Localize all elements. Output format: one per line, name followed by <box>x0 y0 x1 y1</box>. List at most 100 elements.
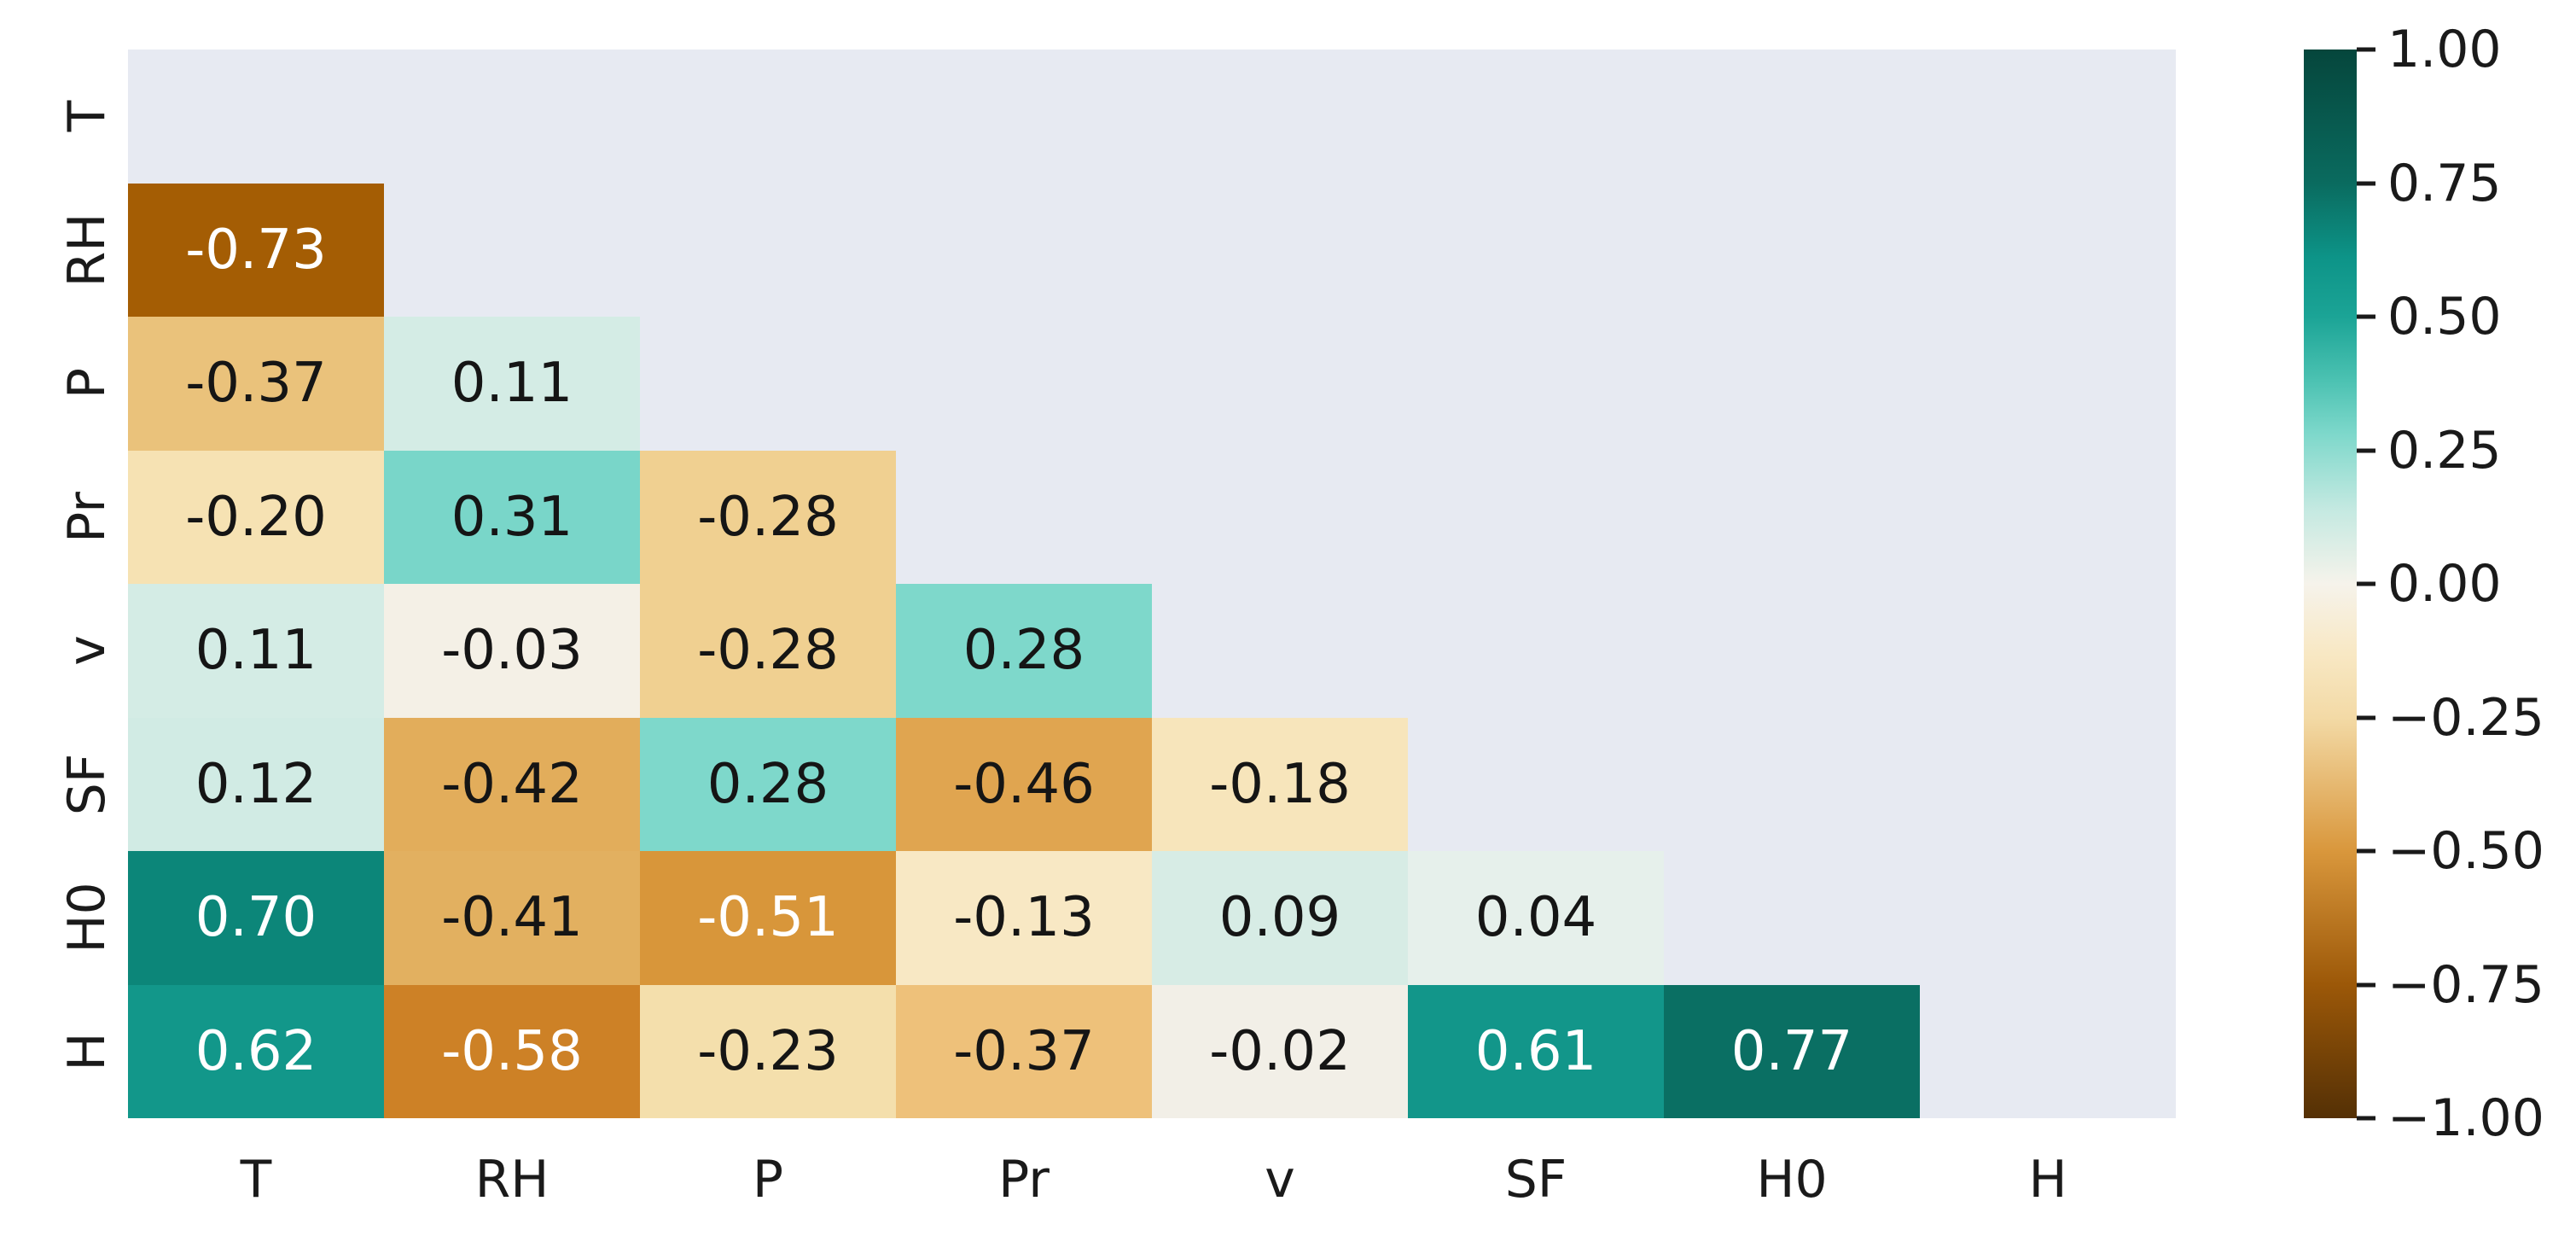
heatmap-masked-cell <box>1152 183 1408 317</box>
x-tick-label: P <box>752 1150 784 1210</box>
heatmap-masked-cell <box>1152 317 1408 451</box>
heatmap-masked-cell <box>1408 183 1664 317</box>
heatmap-cell: -0.46 <box>896 717 1152 851</box>
cell-value: -0.41 <box>441 886 583 950</box>
colorbar-tick-mark <box>2357 1116 2375 1121</box>
colorbar-gradient <box>2304 50 2357 1118</box>
heatmap-masked-cell <box>1664 717 1920 851</box>
heatmap-masked-cell <box>1664 851 1920 985</box>
heatmap-masked-cell <box>1920 50 2176 184</box>
heatmap-masked-cell <box>1408 50 1664 184</box>
heatmap-masked-cell <box>1408 584 1664 718</box>
heatmap-masked-cell <box>1664 317 1920 451</box>
cell-value: 0.12 <box>195 752 317 816</box>
cell-value: -0.03 <box>441 619 583 683</box>
x-tick-label: H <box>2028 1150 2067 1210</box>
heatmap-masked-cell <box>1152 584 1408 718</box>
heatmap-cell: -0.28 <box>640 584 896 718</box>
colorbar-tick-mark <box>2357 982 2375 987</box>
cell-value: -0.18 <box>1209 752 1351 816</box>
heatmap-masked-cell <box>640 317 896 451</box>
cell-value: 0.28 <box>707 752 829 816</box>
heatmap-masked-cell <box>1920 183 2176 317</box>
colorbar-tick-label: 1.00 <box>2387 20 2502 79</box>
heatmap-masked-cell <box>1664 50 1920 184</box>
heatmap-cell: -0.42 <box>384 717 640 851</box>
cell-value: 0.09 <box>1218 886 1341 950</box>
heatmap-cell: -0.23 <box>640 984 896 1118</box>
heatmap-cell: -0.37 <box>128 317 384 451</box>
heatmap-cell: 0.12 <box>128 717 384 851</box>
heatmap-cell: -0.13 <box>896 851 1152 985</box>
heatmap-plot-area: -0.73 -0.37 0.11 -0.20 0.31 -0.28 0.11 -0.03 -0.… <box>128 50 2176 1118</box>
cell-value: 0.70 <box>195 886 317 950</box>
y-tick-label: SF <box>57 753 117 816</box>
cell-value: -0.37 <box>953 1019 1095 1083</box>
heatmap-masked-cell <box>640 50 896 184</box>
heatmap-cell: 0.09 <box>1152 851 1408 985</box>
colorbar-tick-label: 0.75 <box>2387 153 2502 213</box>
x-tick-label: SF <box>1504 1150 1567 1210</box>
colorbar-tick-mark <box>2357 448 2375 452</box>
heatmap-cell: 0.11 <box>128 584 384 718</box>
heatmap-cell: 0.11 <box>384 317 640 451</box>
heatmap-cell: -0.20 <box>128 450 384 584</box>
cell-value: 0.04 <box>1474 886 1597 950</box>
heatmap-masked-cell <box>1920 851 2176 985</box>
heatmap-cell: 0.28 <box>640 717 896 851</box>
cell-value: 0.11 <box>451 352 573 416</box>
colorbar-tick-label: −0.75 <box>2387 954 2544 1015</box>
colorbar-tick-mark <box>2357 848 2375 854</box>
heatmap-masked-cell <box>1408 450 1664 584</box>
heatmap-masked-cell <box>896 450 1152 584</box>
cell-value: -0.73 <box>185 218 327 282</box>
colorbar-tick-label: −0.25 <box>2387 687 2544 748</box>
cell-value: -0.23 <box>697 1019 839 1083</box>
cell-value: -0.20 <box>185 485 327 549</box>
colorbar-tick-mark <box>2357 314 2375 319</box>
heatmap-masked-cell <box>896 183 1152 317</box>
heatmap-masked-cell <box>1664 584 1920 718</box>
heatmap-masked-cell <box>1920 717 2176 851</box>
x-tick-label: v <box>1265 1150 1295 1210</box>
heatmap-masked-cell <box>1920 450 2176 584</box>
colorbar-tick-mark <box>2357 181 2375 185</box>
heatmap-cell: 0.31 <box>384 450 640 584</box>
cell-value: -0.28 <box>697 485 839 549</box>
cell-value: 0.28 <box>962 619 1085 683</box>
colorbar-tick-label: 0.00 <box>2387 554 2502 614</box>
cell-value: -0.37 <box>185 352 327 416</box>
heatmap-cell: -0.51 <box>640 851 896 985</box>
heatmap-cell: -0.02 <box>1152 984 1408 1118</box>
y-tick-label: RH <box>57 213 117 288</box>
heatmap-cell: 0.28 <box>896 584 1152 718</box>
heatmap-cell: 0.61 <box>1408 984 1664 1118</box>
colorbar-tick-mark <box>2357 47 2375 52</box>
colorbar-tick-label: −1.00 <box>2387 1088 2544 1148</box>
colorbar-tick-label: −0.50 <box>2387 821 2544 881</box>
heatmap-cell: -0.28 <box>640 450 896 584</box>
heatmap-masked-cell <box>640 183 896 317</box>
heatmap-cell: -0.41 <box>384 851 640 985</box>
heatmap-masked-cell <box>1408 717 1664 851</box>
heatmap-cell: 0.04 <box>1408 851 1664 985</box>
heatmap-masked-cell <box>1152 50 1408 184</box>
heatmap-cell: -0.37 <box>896 984 1152 1118</box>
heatmap-masked-cell <box>384 50 640 184</box>
cell-value: -0.13 <box>953 886 1095 950</box>
cell-value: 0.77 <box>1730 1019 1853 1083</box>
y-tick-label: P <box>57 368 117 399</box>
cell-value: -0.42 <box>441 752 583 816</box>
cell-value: -0.51 <box>697 886 839 950</box>
heatmap-masked-cell <box>1408 317 1664 451</box>
x-tick-label: RH <box>474 1150 550 1210</box>
heatmap-cell: 0.77 <box>1664 984 1920 1118</box>
heatmap-masked-cell <box>1920 584 2176 718</box>
y-tick-label: H0 <box>57 882 117 953</box>
y-tick-label: Pr <box>57 491 117 543</box>
x-tick-label: T <box>240 1150 272 1210</box>
colorbar-tick-mark <box>2357 581 2375 586</box>
cell-value: 0.61 <box>1474 1019 1597 1083</box>
heatmap-cell: 0.70 <box>128 851 384 985</box>
heatmap-cell: 0.62 <box>128 984 384 1118</box>
